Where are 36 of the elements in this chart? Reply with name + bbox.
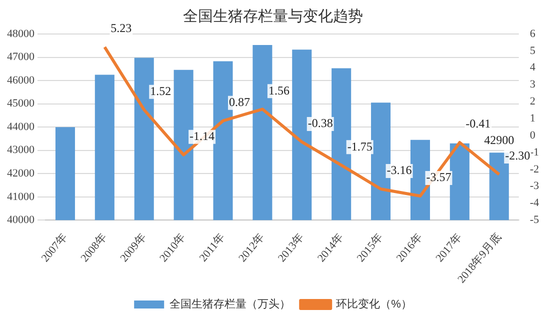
y2-tick-label: -4	[530, 197, 540, 210]
legend-label: 全国生猪存栏量（万头）	[170, 298, 291, 311]
y2-tick-label: -2	[530, 163, 540, 176]
y2-tick-label: 1	[530, 112, 536, 125]
chart-title: 全国生猪存栏量与变化趋势	[183, 6, 363, 25]
data-label: 1.56	[268, 83, 290, 98]
data-label: -1.14	[190, 128, 215, 143]
data-label: 42900	[484, 132, 514, 147]
y2-tick-label: 4	[530, 62, 536, 74]
data-label: -3.16	[386, 163, 412, 178]
y2-tick-label: 2	[530, 96, 536, 108]
data-label: -1.75	[347, 139, 372, 154]
data-label: 0.87	[229, 94, 250, 109]
y-tick-label: 46000	[7, 74, 35, 86]
data-label: 1.52	[150, 84, 172, 98]
y-tick-label: 44000	[7, 120, 35, 133]
y2-tick-label: 3	[530, 78, 536, 91]
y-tick-label: 42000	[7, 168, 35, 180]
data-label: 5.23	[110, 21, 132, 36]
y2-tick-label: -1	[530, 146, 540, 158]
y-tick-label: 43000	[7, 144, 35, 156]
y-tick-label: 41000	[7, 190, 35, 203]
y2-tick-label: 5	[530, 44, 536, 57]
y2-tick-label: 0	[530, 129, 536, 142]
data-label: -0.41	[466, 116, 491, 131]
y-tick-label: 40000	[7, 214, 35, 226]
y2-tick-label: -5	[530, 214, 540, 226]
y-tick-label: 47000	[7, 51, 35, 64]
data-label: -3.57	[426, 170, 452, 184]
data-label: -0.38	[308, 116, 333, 130]
data-label: -2.30	[505, 148, 530, 163]
y-tick-label: 48000	[7, 28, 35, 40]
y2-tick-label: -3	[530, 180, 540, 192]
y-tick-label: 45000	[7, 98, 35, 110]
y2-tick-label: 6	[530, 28, 536, 40]
legend-label: 环比变化（%）	[336, 298, 412, 311]
